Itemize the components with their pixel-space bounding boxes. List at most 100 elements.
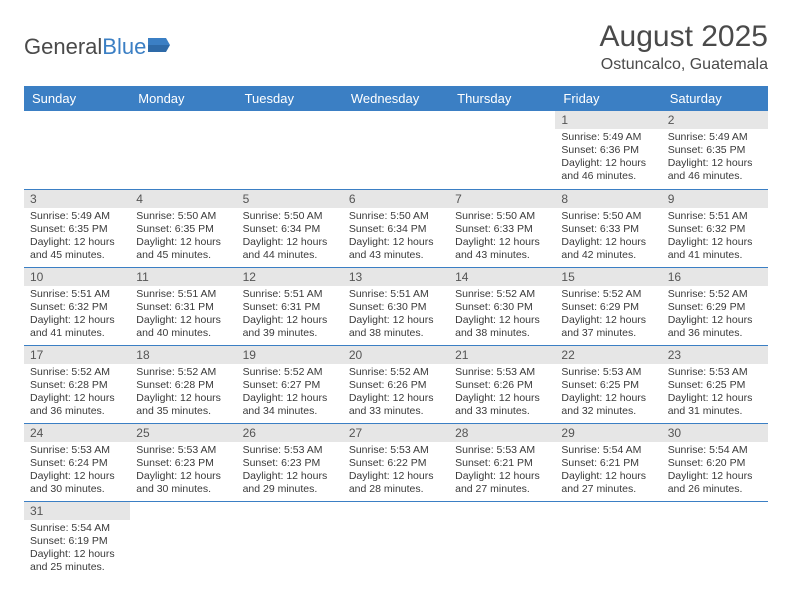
day-number: 16 — [662, 268, 768, 286]
calendar-cell — [555, 501, 661, 579]
day-number: 23 — [662, 346, 768, 364]
calendar-cell: 11Sunrise: 5:51 AMSunset: 6:31 PMDayligh… — [130, 267, 236, 345]
day-details: Sunrise: 5:52 AMSunset: 6:29 PMDaylight:… — [555, 286, 661, 345]
day-details: Sunrise: 5:51 AMSunset: 6:31 PMDaylight:… — [237, 286, 343, 345]
day-details: Sunrise: 5:50 AMSunset: 6:34 PMDaylight:… — [343, 208, 449, 267]
calendar-cell — [237, 501, 343, 579]
day-details: Sunrise: 5:53 AMSunset: 6:21 PMDaylight:… — [449, 442, 555, 501]
location: Ostuncalco, Guatemala — [600, 56, 768, 74]
day-details: Sunrise: 5:53 AMSunset: 6:25 PMDaylight:… — [662, 364, 768, 423]
weekday-header: Tuesday — [237, 86, 343, 111]
calendar-cell: 19Sunrise: 5:52 AMSunset: 6:27 PMDayligh… — [237, 345, 343, 423]
calendar-week-row: 1Sunrise: 5:49 AMSunset: 6:36 PMDaylight… — [24, 111, 768, 189]
calendar-cell: 13Sunrise: 5:51 AMSunset: 6:30 PMDayligh… — [343, 267, 449, 345]
day-number: 14 — [449, 268, 555, 286]
calendar-cell: 18Sunrise: 5:52 AMSunset: 6:28 PMDayligh… — [130, 345, 236, 423]
day-details: Sunrise: 5:52 AMSunset: 6:27 PMDaylight:… — [237, 364, 343, 423]
day-number: 19 — [237, 346, 343, 364]
day-number: 11 — [130, 268, 236, 286]
weekday-header: Saturday — [662, 86, 768, 111]
day-details: Sunrise: 5:51 AMSunset: 6:31 PMDaylight:… — [130, 286, 236, 345]
calendar-cell — [24, 111, 130, 189]
calendar-cell: 24Sunrise: 5:53 AMSunset: 6:24 PMDayligh… — [24, 423, 130, 501]
day-details: Sunrise: 5:50 AMSunset: 6:34 PMDaylight:… — [237, 208, 343, 267]
day-details: Sunrise: 5:49 AMSunset: 6:35 PMDaylight:… — [662, 129, 768, 188]
calendar-cell: 3Sunrise: 5:49 AMSunset: 6:35 PMDaylight… — [24, 189, 130, 267]
weekday-header: Thursday — [449, 86, 555, 111]
day-details: Sunrise: 5:54 AMSunset: 6:20 PMDaylight:… — [662, 442, 768, 501]
weekday-header: Monday — [130, 86, 236, 111]
day-details: Sunrise: 5:50 AMSunset: 6:33 PMDaylight:… — [555, 208, 661, 267]
day-number: 15 — [555, 268, 661, 286]
calendar-cell: 27Sunrise: 5:53 AMSunset: 6:22 PMDayligh… — [343, 423, 449, 501]
calendar-cell: 12Sunrise: 5:51 AMSunset: 6:31 PMDayligh… — [237, 267, 343, 345]
day-number: 3 — [24, 190, 130, 208]
calendar-cell: 26Sunrise: 5:53 AMSunset: 6:23 PMDayligh… — [237, 423, 343, 501]
calendar-cell — [662, 501, 768, 579]
calendar-cell: 21Sunrise: 5:53 AMSunset: 6:26 PMDayligh… — [449, 345, 555, 423]
day-number: 25 — [130, 424, 236, 442]
calendar-cell — [130, 111, 236, 189]
weekday-header-row: Sunday Monday Tuesday Wednesday Thursday… — [24, 86, 768, 111]
calendar-cell: 29Sunrise: 5:54 AMSunset: 6:21 PMDayligh… — [555, 423, 661, 501]
day-details: Sunrise: 5:50 AMSunset: 6:33 PMDaylight:… — [449, 208, 555, 267]
day-number: 8 — [555, 190, 661, 208]
calendar-cell: 23Sunrise: 5:53 AMSunset: 6:25 PMDayligh… — [662, 345, 768, 423]
calendar-cell: 5Sunrise: 5:50 AMSunset: 6:34 PMDaylight… — [237, 189, 343, 267]
day-details: Sunrise: 5:53 AMSunset: 6:26 PMDaylight:… — [449, 364, 555, 423]
calendar-cell — [130, 501, 236, 579]
day-details: Sunrise: 5:49 AMSunset: 6:35 PMDaylight:… — [24, 208, 130, 267]
day-details: Sunrise: 5:54 AMSunset: 6:21 PMDaylight:… — [555, 442, 661, 501]
day-number: 2 — [662, 111, 768, 129]
day-number: 26 — [237, 424, 343, 442]
day-number: 21 — [449, 346, 555, 364]
calendar-cell — [343, 111, 449, 189]
day-number: 31 — [24, 502, 130, 520]
day-details: Sunrise: 5:53 AMSunset: 6:25 PMDaylight:… — [555, 364, 661, 423]
day-number: 7 — [449, 190, 555, 208]
logo-text-2: Blue — [102, 34, 146, 60]
weekday-header: Sunday — [24, 86, 130, 111]
calendar-cell: 31Sunrise: 5:54 AMSunset: 6:19 PMDayligh… — [24, 501, 130, 579]
day-number: 6 — [343, 190, 449, 208]
day-number: 4 — [130, 190, 236, 208]
day-number: 10 — [24, 268, 130, 286]
day-number: 17 — [24, 346, 130, 364]
calendar-cell — [237, 111, 343, 189]
calendar-week-row: 17Sunrise: 5:52 AMSunset: 6:28 PMDayligh… — [24, 345, 768, 423]
calendar-week-row: 24Sunrise: 5:53 AMSunset: 6:24 PMDayligh… — [24, 423, 768, 501]
day-number: 5 — [237, 190, 343, 208]
calendar-cell: 28Sunrise: 5:53 AMSunset: 6:21 PMDayligh… — [449, 423, 555, 501]
day-number: 27 — [343, 424, 449, 442]
month-title: August 2025 — [600, 20, 768, 54]
calendar-cell: 8Sunrise: 5:50 AMSunset: 6:33 PMDaylight… — [555, 189, 661, 267]
calendar-cell: 15Sunrise: 5:52 AMSunset: 6:29 PMDayligh… — [555, 267, 661, 345]
day-details: Sunrise: 5:51 AMSunset: 6:30 PMDaylight:… — [343, 286, 449, 345]
calendar-week-row: 10Sunrise: 5:51 AMSunset: 6:32 PMDayligh… — [24, 267, 768, 345]
calendar-cell: 6Sunrise: 5:50 AMSunset: 6:34 PMDaylight… — [343, 189, 449, 267]
calendar-cell: 4Sunrise: 5:50 AMSunset: 6:35 PMDaylight… — [130, 189, 236, 267]
day-details: Sunrise: 5:49 AMSunset: 6:36 PMDaylight:… — [555, 129, 661, 188]
calendar-cell: 1Sunrise: 5:49 AMSunset: 6:36 PMDaylight… — [555, 111, 661, 189]
day-number: 12 — [237, 268, 343, 286]
day-details: Sunrise: 5:52 AMSunset: 6:28 PMDaylight:… — [24, 364, 130, 423]
calendar-cell: 10Sunrise: 5:51 AMSunset: 6:32 PMDayligh… — [24, 267, 130, 345]
calendar-cell — [449, 111, 555, 189]
title-block: August 2025 Ostuncalco, Guatemala — [600, 20, 768, 74]
calendar-cell: 14Sunrise: 5:52 AMSunset: 6:30 PMDayligh… — [449, 267, 555, 345]
day-details: Sunrise: 5:52 AMSunset: 6:29 PMDaylight:… — [662, 286, 768, 345]
logo: GeneralBlue — [24, 20, 174, 60]
calendar-cell: 7Sunrise: 5:50 AMSunset: 6:33 PMDaylight… — [449, 189, 555, 267]
calendar-cell: 17Sunrise: 5:52 AMSunset: 6:28 PMDayligh… — [24, 345, 130, 423]
day-number: 30 — [662, 424, 768, 442]
day-number: 22 — [555, 346, 661, 364]
day-details: Sunrise: 5:53 AMSunset: 6:23 PMDaylight:… — [237, 442, 343, 501]
day-details: Sunrise: 5:53 AMSunset: 6:24 PMDaylight:… — [24, 442, 130, 501]
header: GeneralBlue August 2025 Ostuncalco, Guat… — [24, 20, 768, 74]
flag-icon — [148, 34, 174, 60]
calendar-cell — [449, 501, 555, 579]
day-number: 29 — [555, 424, 661, 442]
calendar-cell: 30Sunrise: 5:54 AMSunset: 6:20 PMDayligh… — [662, 423, 768, 501]
day-number: 28 — [449, 424, 555, 442]
day-details: Sunrise: 5:54 AMSunset: 6:19 PMDaylight:… — [24, 520, 130, 579]
